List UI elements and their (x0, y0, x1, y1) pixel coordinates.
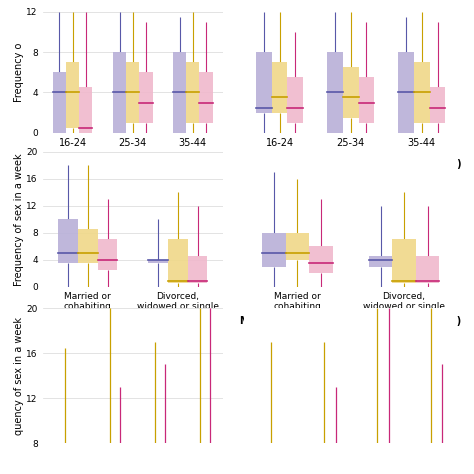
Y-axis label: Frequency o: Frequency o (14, 43, 24, 102)
Bar (272, 62, 287, 113)
Bar (358, 77, 374, 123)
Bar (286, 233, 309, 260)
Y-axis label: quency of sex in a week: quency of sex in a week (14, 317, 24, 435)
Text: Marital status (excludes outside values): Marital status (excludes outside values) (240, 317, 462, 327)
Bar (173, 52, 186, 133)
Bar (79, 87, 92, 133)
Bar (416, 256, 439, 283)
Bar (200, 73, 212, 123)
Bar (139, 73, 153, 123)
Bar (126, 62, 139, 123)
Bar (148, 260, 168, 263)
Bar (53, 73, 66, 133)
Bar (113, 52, 126, 133)
Bar (262, 233, 286, 266)
Bar (168, 239, 188, 283)
Bar (343, 67, 358, 118)
Bar (256, 52, 272, 113)
Text: Age group (excludes outside values): Age group (excludes outside values) (260, 159, 462, 169)
Bar (78, 229, 98, 263)
Bar (188, 256, 208, 283)
Bar (58, 219, 78, 263)
Y-axis label: Frequency of sex in a week: Frequency of sex in a week (14, 153, 24, 285)
Bar (186, 62, 200, 123)
Bar (327, 52, 343, 133)
Bar (429, 87, 446, 123)
Bar (309, 246, 333, 273)
Bar (66, 62, 79, 128)
Bar (369, 256, 392, 266)
Bar (398, 52, 414, 133)
Bar (287, 77, 303, 123)
Bar (414, 62, 429, 123)
Bar (392, 239, 416, 283)
Bar (98, 239, 118, 270)
